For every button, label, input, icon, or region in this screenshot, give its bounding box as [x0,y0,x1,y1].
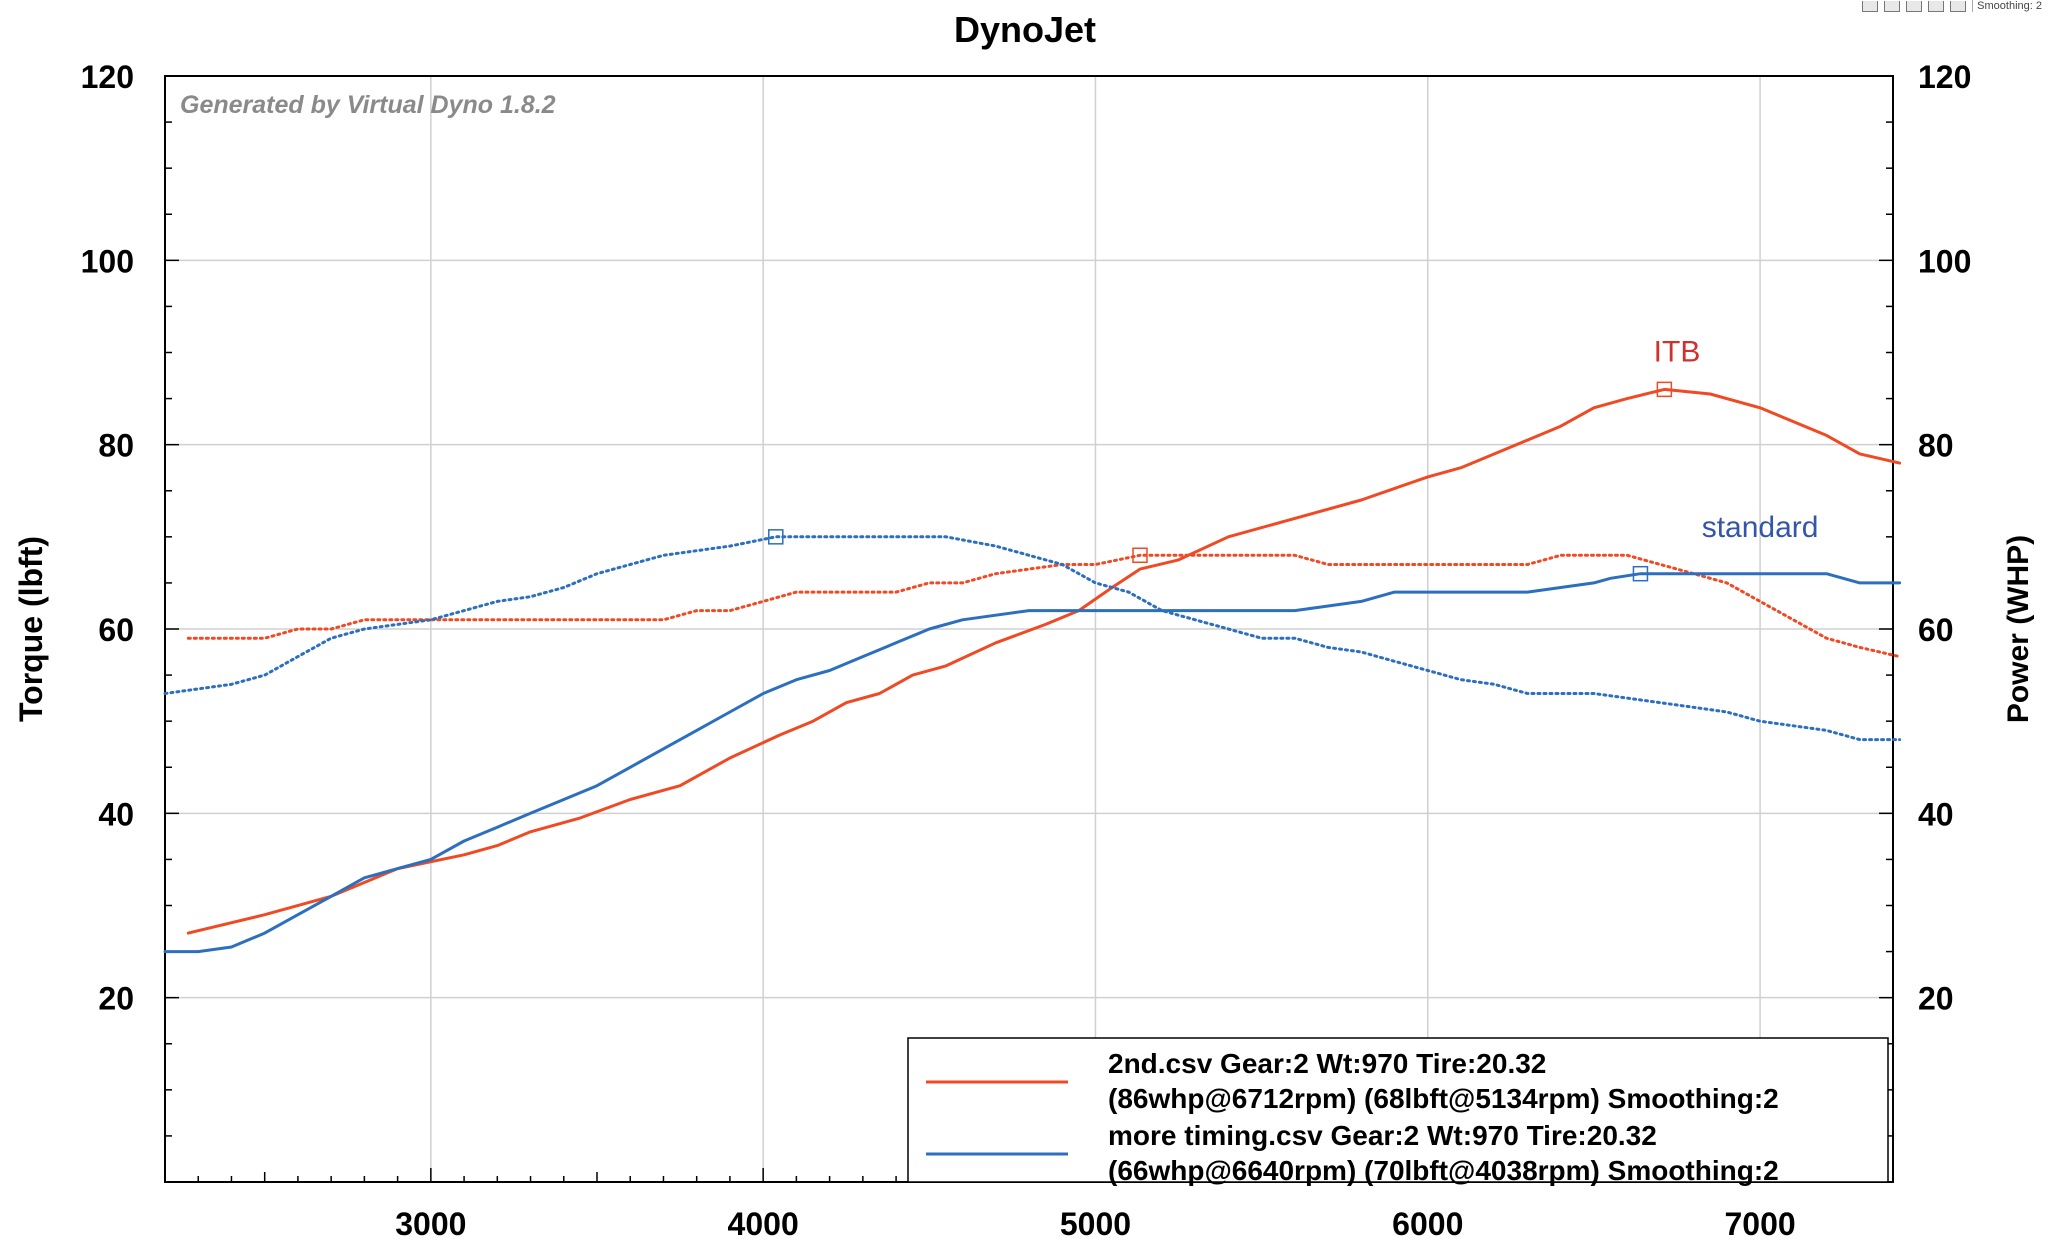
y-tick-label-right: 20 [1918,981,1954,1017]
y-tick-label-left: 120 [81,59,134,95]
y-axis-title-right: Power (WHP) [2002,535,2035,723]
series-line-3 [163,535,1902,742]
legend-label: (86whp@6712rpm) (68lbft@5134rpm) Smoothi… [1108,1083,1779,1114]
y-tick-label-left: 40 [98,796,134,832]
chart-toolbar: Smoothing: 2 [1862,0,2048,12]
legend-label: 2nd.csv Gear:2 Wt:970 Tire:20.32 [1108,1048,1546,1079]
chart-title: DynoJet [954,9,1096,50]
peak-marker [1632,565,1649,582]
y-tick-label-left: 100 [81,243,134,279]
x-tick-label: 4000 [728,1206,799,1242]
annotation-label: ITB [1654,336,1701,369]
x-tick-label: 7000 [1724,1206,1795,1242]
y-axis-title-left: Torque (lbft) [13,536,49,722]
x-tick-label: 3000 [395,1206,466,1242]
y-tick-label-left: 20 [98,981,134,1017]
y-tick-label-right: 80 [1918,428,1954,464]
annotations: ITB standard [1654,336,1819,544]
save-icon[interactable] [1928,0,1945,12]
y-tick-label-left: 80 [98,428,134,464]
peak-marker [1132,547,1148,564]
data-series [163,387,1902,954]
series-line-1 [186,553,1902,659]
x-tick-label: 5000 [1060,1206,1131,1242]
copy-icon[interactable] [1906,0,1923,12]
y-tick-label-right: 40 [1918,796,1954,832]
y-tick-label-right: 60 [1918,612,1954,648]
y-tick-label-left: 60 [98,612,134,648]
watermark: Generated by Virtual Dyno 1.8.2 [180,91,556,119]
peak-markers [768,381,1673,582]
peak-marker [768,529,784,545]
legend-label: more timing.csv Gear:2 Wt:970 Tire:20.32 [1108,1120,1657,1151]
series-line-2 [163,572,1902,954]
series-line-0 [186,387,1902,935]
zoom-icon[interactable] [1862,0,1879,12]
legend-box [907,1037,1889,1183]
chart-type-icon[interactable] [1884,0,1901,12]
legend-label: (66whp@6640rpm) (70lbft@4038rpm) Smoothi… [1108,1155,1779,1186]
peak-marker [1656,381,1673,398]
annotation-label: standard [1702,511,1819,544]
smoothing-dropdown[interactable]: Smoothing: 2 [1972,0,2048,12]
y-tick-label-right: 120 [1918,59,1971,95]
y-tick-label-right: 100 [1918,243,1971,279]
axis-ticks: 3000 4000 5000 6000 7000 20 20 40 40 60 60 80 80 100 1… [81,59,1972,1242]
legend: 2nd.csv Gear:2 Wt:970 Tire:20.32 (86whp@6… [907,1037,1889,1186]
x-tick-label: 6000 [1392,1206,1463,1242]
print-icon[interactable] [1950,0,1967,12]
gridlines [165,75,1893,1182]
